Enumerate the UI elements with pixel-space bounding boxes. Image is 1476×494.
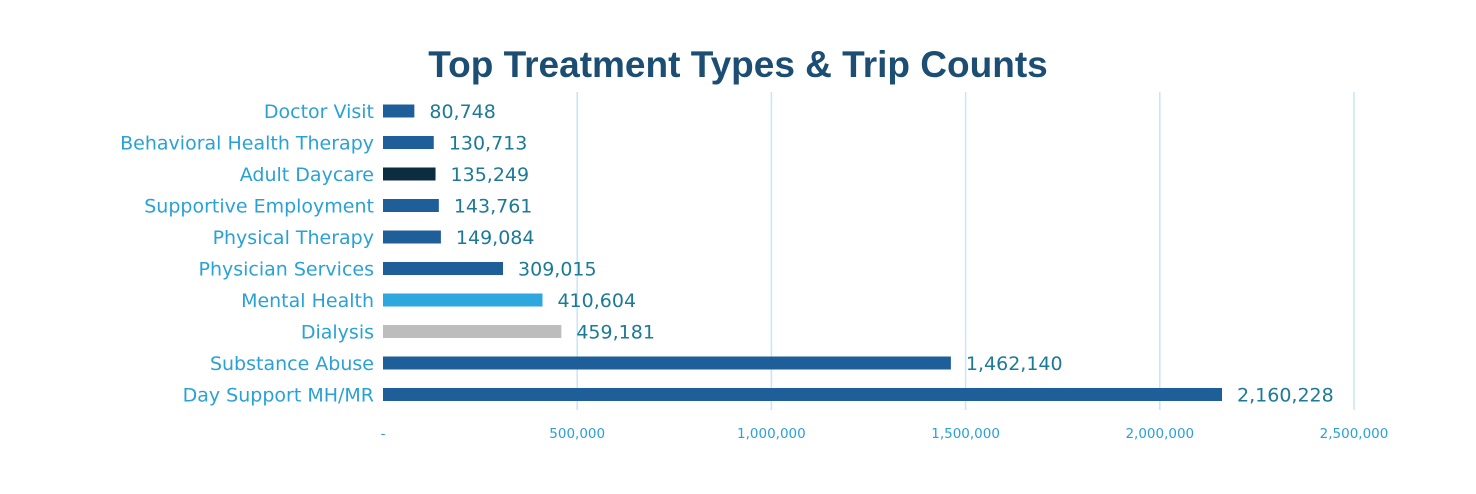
x-tick-label: 2,500,000: [1320, 426, 1389, 442]
bar: [383, 356, 951, 370]
category-label: Behavioral Health Therapy: [120, 133, 374, 155]
data-label: 410,604: [557, 290, 636, 312]
bar: [383, 293, 543, 307]
x-tick-label: 1,500,000: [931, 426, 1000, 442]
category-label: Supportive Employment: [144, 196, 374, 218]
x-tick-label: 500,000: [549, 426, 605, 442]
x-tick-label: -: [381, 426, 386, 442]
labels: - 500,000 1,000,000 1,500,000 2,000,000 2,500…: [120, 101, 1388, 442]
category-label: Physical Therapy: [213, 227, 374, 249]
data-label: 80,748: [429, 101, 495, 123]
chart-title: Top Treatment Types & Trip Counts: [428, 44, 1048, 85]
bar: [383, 262, 504, 275]
bar: [383, 104, 415, 118]
bar: [383, 388, 1223, 401]
data-label: 459,181: [576, 322, 655, 344]
bar: [383, 325, 562, 338]
bar: [383, 199, 439, 212]
data-label: 130,713: [449, 133, 528, 155]
data-label: 309,015: [518, 259, 597, 281]
category-label: Physician Services: [199, 259, 375, 281]
category-label: Mental Health: [241, 290, 374, 312]
category-label: Dialysis: [301, 322, 374, 344]
data-label: 1,462,140: [966, 353, 1063, 375]
category-label: Doctor Visit: [264, 101, 374, 123]
category-label: Day Support MH/MR: [183, 385, 374, 407]
data-label: 149,084: [456, 227, 535, 249]
x-tick-label: 2,000,000: [1125, 426, 1194, 442]
bar: [383, 167, 436, 181]
bar: [383, 230, 441, 244]
data-label: 143,761: [454, 196, 533, 218]
x-tick-label: 1,000,000: [737, 426, 806, 442]
data-label: 2,160,228: [1237, 385, 1334, 407]
bar: [383, 136, 434, 149]
category-label: Substance Abuse: [210, 353, 374, 375]
category-label: Adult Daycare: [240, 164, 374, 186]
data-label: 135,249: [451, 164, 530, 186]
bars: [383, 104, 1223, 401]
